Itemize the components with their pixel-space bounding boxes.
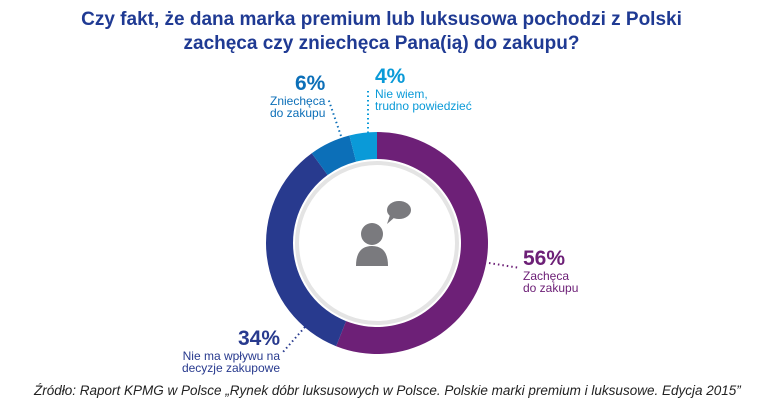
- slice-6pct: [311, 135, 357, 176]
- value-label: 56%: [523, 247, 566, 270]
- leader-line-56: [488, 262, 521, 269]
- chart-title: Czy fakt, że dana marka premium lub luks…: [0, 8, 763, 56]
- slice-4pct: [349, 132, 377, 162]
- category-label: Nie ma wpływu na: [182, 349, 280, 363]
- source-note: Źródło: Raport KPMG w Polsce „Rynek dóbr…: [34, 383, 741, 398]
- value-label: 4%: [375, 65, 406, 88]
- category-label: do zakupu: [523, 281, 579, 295]
- inner-ring: [295, 161, 459, 325]
- category-label: Zachęca: [523, 269, 570, 283]
- slice-34pct: [266, 153, 347, 347]
- category-label: do zakupu: [270, 106, 326, 120]
- person-speech-bubble-icon: [356, 201, 411, 266]
- value-label: 6%: [295, 72, 326, 95]
- leader-line-34: [282, 326, 306, 353]
- value-label: 34%: [237, 327, 280, 350]
- title-line-2: zachęca czy zniechęca Pana(ią) do zakupu…: [183, 33, 580, 54]
- category-label: Nie wiem,: [375, 87, 428, 101]
- slice-label-dont-know: 4% Nie wiem, trudno powiedzieć: [375, 65, 472, 113]
- slice-label-encourages: 56% Zachęca do zakupu: [523, 247, 579, 295]
- category-label: decyzje zakupowe: [181, 361, 280, 375]
- category-label: Zniechęca: [270, 94, 326, 108]
- slice-label-no-influence: 34% Nie ma wpływu na decyzje zakupowe: [180, 327, 280, 375]
- slice-56pct: [336, 132, 488, 354]
- leader-line-6: [327, 97, 342, 137]
- category-label: trudno powiedzieć: [375, 99, 472, 113]
- slice-label-discourages: 6% Zniechęca do zakupu: [270, 72, 326, 120]
- title-line-1: Czy fakt, że dana marka premium lub luks…: [81, 9, 682, 30]
